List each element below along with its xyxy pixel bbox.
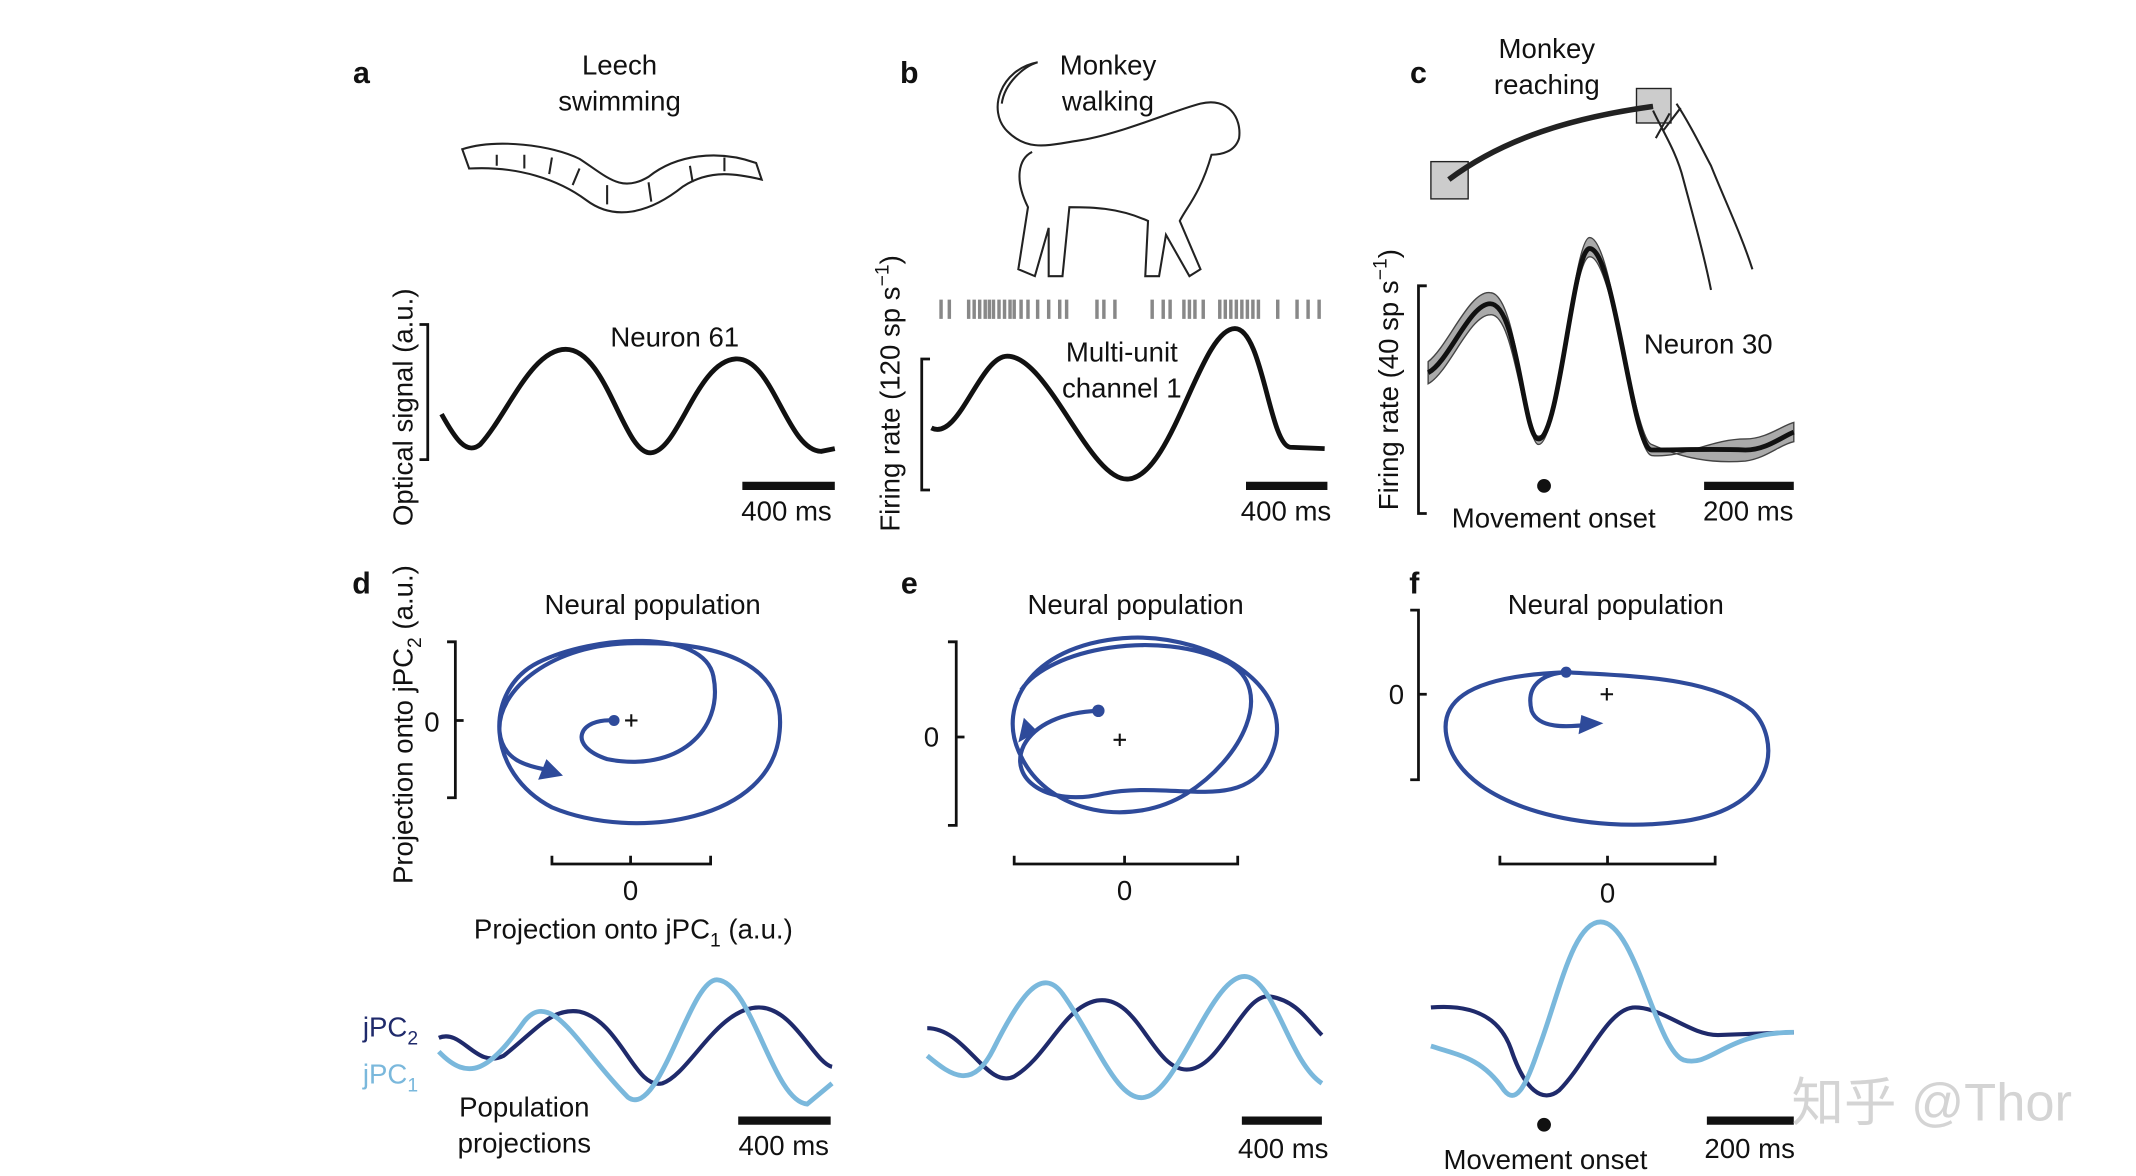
- y-axis: [1417, 284, 1427, 515]
- jpc1-trace: [437, 977, 834, 1107]
- y-label-end: ): [875, 255, 906, 264]
- panel-title: Monkey: [1499, 33, 1596, 64]
- scale-bar-label: 400 ms: [1241, 495, 1331, 526]
- x-label-sub: 1: [710, 931, 721, 952]
- x-axis: [1498, 855, 1717, 866]
- scale-bar-label: 400 ms: [1238, 1133, 1328, 1164]
- x-axis: [550, 855, 712, 866]
- trace-label: Population: [459, 1091, 589, 1122]
- jpc2-trace: [438, 1005, 833, 1086]
- y-label: Projection onto jPC2 (a.u.): [388, 565, 426, 884]
- y-axis: [920, 357, 931, 492]
- panel-letter: c: [1410, 57, 1427, 90]
- jpc2-trace: [1430, 1004, 1794, 1098]
- arrowhead: [1578, 714, 1604, 735]
- start-dot: [608, 714, 620, 726]
- trace-label: Neuron 61: [610, 322, 739, 353]
- legend-text: jPC: [362, 1058, 407, 1089]
- monkey-drawing: [996, 61, 1241, 278]
- trace: [930, 326, 1325, 482]
- trajectory: [497, 638, 783, 826]
- panel-title: swimming: [558, 86, 681, 117]
- y-label: Optical signal (a.u.): [388, 288, 419, 526]
- y-zero: 0: [424, 707, 439, 738]
- y-zero: 0: [1389, 679, 1404, 710]
- jpc1-trace: [1430, 919, 1794, 1098]
- origin-cross: [625, 714, 638, 727]
- x-zero: 0: [1600, 878, 1615, 909]
- y-label-sup: −1: [873, 264, 894, 286]
- panel-title: Neural population: [1508, 589, 1724, 620]
- x-zero: 0: [1117, 875, 1132, 906]
- y-axis: [447, 640, 464, 800]
- panel-letter: b: [900, 57, 919, 90]
- legend-sub: 1: [407, 1076, 418, 1097]
- leech-drawing: [460, 142, 764, 214]
- y-axis: [419, 323, 430, 462]
- y-label-end: ): [1373, 249, 1404, 258]
- reach-path: [1447, 103, 1654, 182]
- x-label-end: (a.u.): [721, 913, 793, 944]
- y-axis: [1410, 608, 1427, 782]
- arm-drawing: [1652, 103, 1754, 291]
- event-label: Movement onset: [1443, 1144, 1647, 1175]
- watermark: 知乎 @Thor: [1792, 1075, 2072, 1133]
- start-dot: [1560, 666, 1572, 678]
- y-label-text: Firing rate (40 sp s: [1373, 280, 1404, 510]
- y-zero: 0: [924, 722, 939, 753]
- panel-title: Neural population: [545, 589, 761, 620]
- panel-title: reaching: [1494, 69, 1600, 100]
- legend-text: jPC: [362, 1011, 407, 1042]
- start-dot: [1092, 704, 1105, 718]
- trajectory: [1010, 635, 1279, 815]
- panel-title: walking: [1061, 86, 1154, 117]
- jpc2-trace: [927, 994, 1324, 1081]
- trace-label: projections: [458, 1127, 591, 1158]
- x-label: Projection onto jPC1 (a.u.): [474, 913, 793, 951]
- y-axis: [947, 640, 965, 827]
- panel-title: Leech: [582, 50, 657, 81]
- error-band: [1427, 236, 1795, 463]
- y-label-text: Firing rate (120 sp s: [875, 286, 906, 531]
- panel-title: Monkey: [1060, 50, 1157, 81]
- y-label-text: Projection onto jPC: [388, 648, 419, 884]
- origin-cross: [1600, 688, 1614, 701]
- jpc1-trace: [925, 974, 1324, 1100]
- trajectory: [1443, 670, 1771, 827]
- y-label: Firing rate (120 sp s−1): [873, 255, 906, 531]
- y-label-sup: −1: [1371, 258, 1392, 280]
- legend-entry: jPC2: [362, 1011, 418, 1049]
- spike-raster: [939, 299, 1321, 319]
- panel-letter: f: [1409, 568, 1420, 601]
- trace-label: Multi-unit: [1066, 337, 1178, 368]
- panel-title: Neural population: [1028, 589, 1244, 620]
- event-marker: [1537, 1117, 1551, 1132]
- y-label-sub: 2: [405, 637, 426, 648]
- trace: [439, 346, 836, 456]
- trace-label: Neuron 30: [1644, 328, 1773, 359]
- panel-letter: a: [353, 57, 371, 90]
- y-label: Firing rate (40 sp s−1): [1371, 249, 1404, 510]
- scale-bar-label: 400 ms: [739, 1130, 829, 1161]
- y-label-end: (a.u.): [388, 565, 419, 637]
- origin-cross: [1113, 733, 1126, 746]
- arrowhead: [1018, 717, 1038, 743]
- scale-bar-label: 200 ms: [1703, 495, 1793, 526]
- legend-entry: jPC1: [362, 1058, 418, 1096]
- scale-bar-label: 200 ms: [1704, 1133, 1794, 1164]
- trace: [1426, 246, 1795, 453]
- legend-sub: 2: [407, 1029, 418, 1050]
- event-marker: [1537, 478, 1551, 493]
- event-label: Movement onset: [1452, 502, 1656, 533]
- trace-label: channel 1: [1062, 373, 1182, 404]
- x-zero: 0: [623, 875, 638, 906]
- panel-letter: d: [352, 568, 371, 601]
- scale-bar-label: 400 ms: [741, 495, 831, 526]
- x-label-text: Projection onto jPC: [474, 913, 710, 944]
- panel-letter: e: [901, 568, 918, 601]
- x-axis: [1012, 855, 1240, 866]
